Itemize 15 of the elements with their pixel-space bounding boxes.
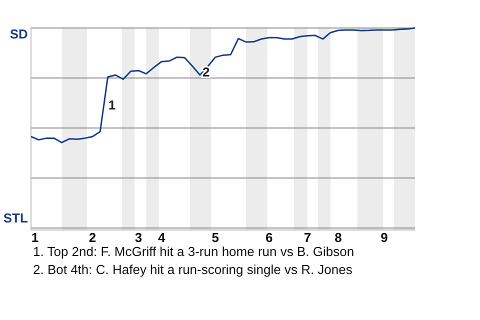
x-tick-label: 9 (380, 230, 388, 245)
text: SD (10, 26, 28, 42)
x-tick-label: 5 (212, 230, 219, 245)
x-tick-label: 6 (265, 230, 273, 245)
x-tick-label: 7 (304, 230, 312, 245)
x-tick-label: 1 (31, 230, 39, 245)
x-tick-label: 4 (158, 230, 166, 245)
x-tick-label: 8 (334, 230, 342, 245)
annotation: 2 (202, 64, 210, 80)
x-tick-label: 2 (88, 230, 96, 245)
text: 1. Top 2nd: F. McGriff hit a 3-run home run vs B. Gibson (33, 244, 354, 259)
x-tick-label: 3 (134, 230, 142, 245)
text: 2. Bot 4th: C. Hafey hit a run-scoring single vs R. Jones (33, 262, 353, 277)
text: STL (3, 210, 28, 226)
annotation: 1 (108, 98, 116, 113)
